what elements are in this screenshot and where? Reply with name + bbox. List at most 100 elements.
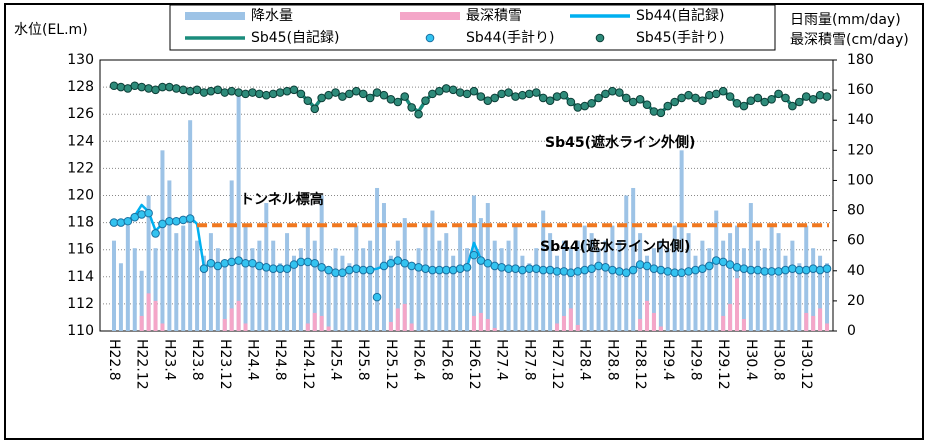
- bar: [208, 233, 213, 331]
- bar: [485, 318, 490, 331]
- marker: [774, 267, 783, 276]
- bar: [250, 248, 255, 331]
- y-tick-label: 120: [67, 188, 94, 204]
- bar: [811, 248, 816, 331]
- bar: [561, 240, 566, 331]
- marker: [365, 93, 375, 103]
- marker: [705, 261, 714, 271]
- bar: [728, 303, 733, 331]
- bar: [624, 195, 629, 331]
- bar: [478, 218, 483, 331]
- marker: [282, 86, 292, 96]
- bar: [118, 263, 123, 331]
- bar: [340, 255, 345, 331]
- bar: [402, 303, 407, 331]
- marker: [185, 86, 195, 96]
- bar: [589, 233, 594, 331]
- y2-axis-label: 日雨量(mm/day): [790, 12, 901, 28]
- y2-tick-label: 100: [847, 172, 874, 188]
- bar: [395, 308, 400, 331]
- marker: [566, 268, 576, 278]
- x-tick-label: H25.4: [328, 339, 344, 381]
- bar: [679, 150, 684, 331]
- bar: [368, 240, 373, 331]
- bar: [527, 263, 532, 331]
- marker: [441, 84, 451, 93]
- marker: [795, 97, 804, 107]
- bar: [215, 248, 220, 331]
- marker: [677, 268, 686, 278]
- bar: [520, 255, 525, 331]
- marker: [116, 218, 126, 227]
- marker: [220, 258, 230, 268]
- bar: [499, 248, 504, 331]
- y2-tick-label: 80: [847, 203, 865, 219]
- marker: [358, 89, 368, 99]
- annotation: Sb44(遮水ライン内側): [540, 238, 690, 255]
- marker: [767, 94, 776, 104]
- marker: [455, 88, 465, 97]
- marker: [822, 92, 832, 101]
- bar: [153, 300, 158, 331]
- marker: [421, 264, 430, 273]
- bar: [160, 323, 165, 331]
- bar: [291, 255, 296, 331]
- bar: [333, 248, 338, 331]
- bar: [825, 323, 829, 331]
- marker: [490, 93, 500, 103]
- bar: [596, 248, 601, 331]
- marker: [511, 92, 520, 101]
- bar: [568, 248, 573, 331]
- bar: [146, 293, 151, 331]
- marker: [559, 267, 569, 276]
- bar: [153, 248, 158, 331]
- bar: [818, 255, 823, 331]
- bar: [790, 240, 795, 331]
- marker: [310, 258, 320, 268]
- marker: [172, 84, 181, 93]
- bar: [714, 210, 719, 331]
- x-tick-label: H27.4: [494, 339, 510, 381]
- x-tick-label: H30.4: [743, 339, 759, 381]
- y2-tick-label: 120: [847, 142, 874, 158]
- bar: [825, 263, 829, 331]
- y-tick-label: 126: [67, 106, 94, 122]
- marker: [594, 93, 603, 103]
- bar: [139, 270, 144, 331]
- marker: [282, 264, 292, 273]
- legend-swatch: [400, 12, 460, 20]
- marker: [220, 88, 230, 97]
- bar: [326, 326, 331, 331]
- marker: [109, 81, 119, 91]
- marker: [130, 81, 140, 91]
- bar: [707, 248, 712, 331]
- bar: [229, 308, 234, 331]
- marker: [781, 93, 790, 103]
- marker: [137, 210, 146, 219]
- marker: [310, 104, 320, 114]
- marker: [303, 257, 313, 267]
- bar: [811, 315, 816, 331]
- bar: [728, 233, 733, 331]
- bar: [312, 312, 317, 331]
- x-tick-label: H28.12: [632, 339, 648, 390]
- bar: [188, 120, 193, 331]
- bar: [409, 323, 414, 331]
- legend: [169, 4, 776, 51]
- bar: [395, 240, 400, 331]
- marker: [531, 88, 541, 97]
- bar: [375, 187, 380, 331]
- bar: [645, 300, 650, 331]
- x-tick-label: H28.8: [604, 339, 620, 381]
- marker: [545, 265, 555, 275]
- marker: [580, 265, 590, 275]
- x-tick-label: H22.8: [106, 339, 122, 381]
- bar: [437, 240, 442, 331]
- y2-tick-label: 140: [847, 112, 874, 128]
- bar: [804, 225, 809, 331]
- x-tick-label: H24.8: [272, 339, 288, 381]
- marker: [421, 96, 430, 105]
- x-tick-label: H26.8: [438, 339, 454, 381]
- x-tick-label: H24.4: [244, 339, 260, 381]
- y-tick-label: 114: [67, 269, 94, 285]
